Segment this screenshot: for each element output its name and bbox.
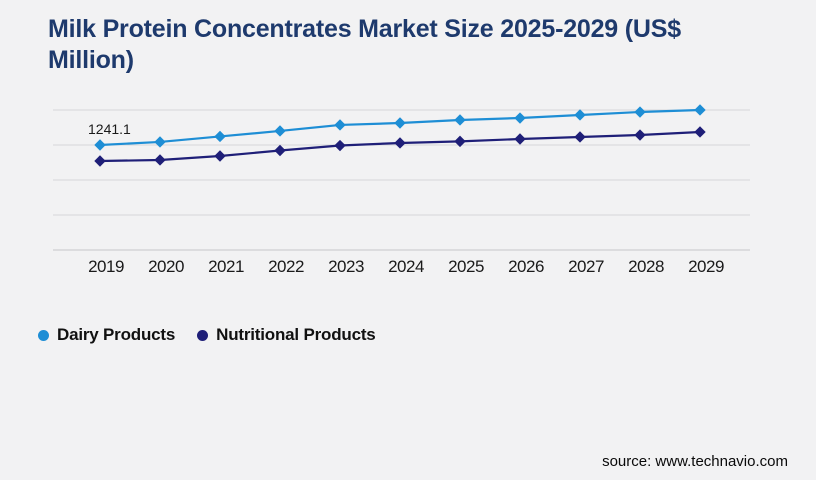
data-point-marker [94, 139, 106, 151]
source-credit: source: www.technavio.com [602, 453, 788, 470]
data-point-marker [514, 112, 526, 124]
data-point-marker [334, 139, 346, 152]
x-axis-label-2023: 2023 [328, 257, 364, 276]
x-axis-label-2026: 2026 [508, 257, 544, 276]
data-point-marker [694, 126, 706, 138]
x-axis-label-2024: 2024 [388, 257, 424, 276]
legend-item-dairy-products: Dairy Products [38, 325, 175, 345]
x-axis-label-2022: 2022 [268, 257, 304, 276]
legend-item-nutritional-products: Nutritional Products [197, 325, 376, 345]
data-point-marker [154, 136, 166, 148]
x-axis-label-2021: 2021 [208, 257, 244, 276]
chart-title: Milk Protein Concentrates Market Size 20… [48, 15, 681, 74]
data-point-marker [94, 155, 106, 167]
x-axis-label-2020: 2020 [148, 257, 184, 276]
data-point-label: 1241.1 [88, 121, 131, 137]
line-chart-plot-area: 2019 2020 2021 2022 2023 2024 2025 2026 2027 2028… [53, 104, 750, 276]
legend-label-nutritional-products: Nutritional Products [216, 325, 376, 344]
legend-marker-nutritional-icon [197, 329, 209, 341]
data-point-marker [334, 119, 346, 131]
data-point-marker [694, 104, 706, 116]
chart-legend: Dairy Products Nutritional Products [38, 325, 376, 345]
data-point-marker [574, 109, 586, 121]
data-point-marker [634, 129, 646, 141]
data-point-marker [454, 114, 466, 126]
data-point-marker [454, 135, 466, 148]
data-point-marker [214, 150, 226, 162]
x-axis-label-2029: 2029 [688, 257, 724, 276]
x-axis-label-2027: 2027 [568, 257, 604, 276]
data-point-marker [394, 137, 406, 149]
x-axis-label-2028: 2028 [628, 257, 664, 276]
data-point-marker [514, 133, 526, 145]
data-point-marker [274, 125, 286, 137]
data-point-marker [154, 154, 166, 166]
legend-label-dairy-products: Dairy Products [57, 325, 176, 344]
data-point-marker [214, 130, 226, 143]
data-point-marker [574, 131, 586, 143]
data-point-marker [394, 117, 406, 129]
legend-marker-dairy-icon [38, 329, 49, 341]
data-point-marker [634, 106, 646, 118]
data-point-marker [274, 144, 286, 157]
x-axis-label-2025: 2025 [448, 257, 484, 276]
x-axis-label-2019: 2019 [88, 257, 124, 276]
